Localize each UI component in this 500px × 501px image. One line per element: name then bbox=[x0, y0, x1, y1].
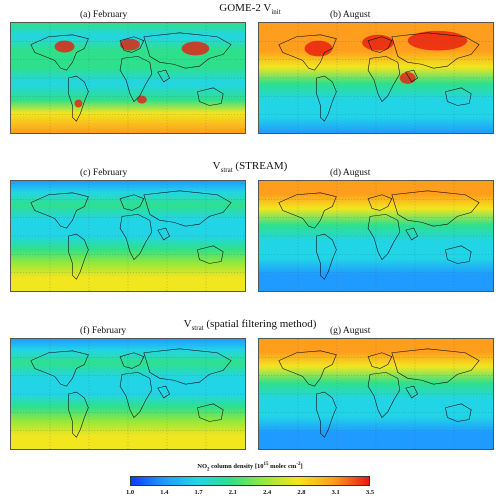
map-panel-a bbox=[10, 22, 246, 134]
coastline bbox=[119, 194, 145, 211]
coastline bbox=[316, 75, 337, 122]
coastline bbox=[445, 87, 472, 106]
colorbar-title: NO2 column density [1015 molec cm-2] bbox=[0, 462, 500, 472]
emission-hotspot bbox=[362, 34, 394, 51]
coastline bbox=[391, 190, 480, 227]
emission-hotspot bbox=[181, 41, 210, 56]
colorbar-title-sup: 15 bbox=[263, 462, 269, 467]
row1-title: GOME-2 Vinit bbox=[0, 2, 500, 19]
coastline bbox=[445, 245, 472, 264]
coastline bbox=[30, 192, 89, 229]
colorbar-title-sub: 2 bbox=[207, 467, 210, 473]
coastline bbox=[119, 352, 145, 369]
coastline bbox=[30, 34, 89, 71]
coastline bbox=[367, 56, 401, 103]
row2-title-main: V bbox=[212, 160, 221, 172]
coastline bbox=[367, 36, 393, 53]
colorbar-title-end: ] bbox=[300, 463, 303, 471]
coastline bbox=[119, 56, 153, 103]
coastline bbox=[405, 69, 419, 83]
colorbar-title-prefix: NO bbox=[197, 463, 208, 471]
coastline bbox=[405, 385, 419, 399]
colorbar bbox=[130, 476, 370, 486]
colorbar-tick: 2.8 bbox=[297, 489, 306, 496]
colorbar-tick: 2.1 bbox=[228, 489, 237, 496]
coastline bbox=[157, 385, 171, 399]
coastline bbox=[367, 194, 393, 211]
colorbar-tick: 1.4 bbox=[160, 489, 169, 496]
emission-hotspot bbox=[120, 38, 140, 51]
coastline bbox=[197, 245, 224, 264]
colorbar-title-mid: column density [10 bbox=[209, 463, 264, 471]
row2-title-suffix: (STREAM) bbox=[232, 160, 288, 172]
coastline bbox=[68, 75, 89, 122]
coastline bbox=[68, 391, 89, 438]
coastline bbox=[30, 350, 89, 387]
coastline bbox=[367, 372, 401, 419]
panel-g-label: (g) August bbox=[330, 326, 371, 336]
panel-c-label: (c) February bbox=[80, 168, 128, 178]
colorbar-title-sup2: -2 bbox=[296, 462, 301, 467]
map-panel-b bbox=[258, 22, 494, 134]
coastline bbox=[197, 87, 224, 106]
map-panel-f bbox=[10, 338, 246, 450]
coastline bbox=[157, 227, 171, 241]
map-panel-g bbox=[258, 338, 494, 450]
map-panel-d bbox=[258, 180, 494, 292]
coastline bbox=[119, 36, 145, 53]
row3-title-sub: strat bbox=[191, 324, 204, 333]
panel-b-label: (b) August bbox=[330, 10, 371, 20]
panel-a-label: (a) February bbox=[80, 10, 128, 20]
emission-hotspot bbox=[54, 40, 75, 53]
row1-title-sub: init bbox=[271, 8, 281, 17]
coastline bbox=[143, 32, 232, 69]
colorbar-tick: 3.1 bbox=[331, 489, 340, 496]
coastline bbox=[367, 214, 401, 261]
coastline bbox=[143, 348, 232, 385]
coastline bbox=[143, 190, 232, 227]
coastline bbox=[197, 403, 224, 422]
colorbar-tick: 1.7 bbox=[194, 489, 203, 496]
colorbar-title-unit: molec cm bbox=[268, 463, 297, 471]
coastline bbox=[119, 214, 153, 261]
row2-title-sub: strat bbox=[220, 166, 233, 175]
panel-g-map bbox=[259, 339, 493, 449]
row3-title-main: V bbox=[183, 318, 192, 330]
panel-a-map bbox=[11, 23, 245, 133]
coastline bbox=[316, 233, 337, 280]
coastline bbox=[278, 350, 337, 387]
panel-b-map bbox=[259, 23, 493, 133]
row3-title: Vstrat (spatial filtering method) bbox=[0, 318, 500, 335]
emission-hotspot bbox=[136, 95, 147, 104]
coastline bbox=[278, 34, 337, 71]
coastline bbox=[119, 372, 153, 419]
colorbar-ticks: 1.0 1.4 1.7 2.1 2.4 2.8 3.1 3.5 bbox=[126, 489, 374, 498]
coastline bbox=[278, 192, 337, 229]
emission-hotspot bbox=[304, 40, 333, 57]
panel-f-label: (f) February bbox=[80, 326, 127, 336]
panel-f-map bbox=[11, 339, 245, 449]
colorbar-tick: 2.4 bbox=[263, 489, 272, 496]
row3-title-suffix: (spatial filtering method) bbox=[203, 318, 317, 330]
coastline bbox=[157, 69, 171, 83]
emission-hotspot bbox=[74, 99, 83, 108]
coastline bbox=[68, 233, 89, 280]
coastline bbox=[391, 348, 480, 385]
coastline bbox=[405, 227, 419, 241]
coastline bbox=[445, 403, 472, 422]
panel-d-label: (d) August bbox=[330, 168, 371, 178]
colorbar-tick: 1.0 bbox=[125, 489, 135, 496]
coastline bbox=[316, 391, 337, 438]
panel-c-map bbox=[11, 181, 245, 291]
coastline bbox=[391, 32, 480, 69]
colorbar-tick: 3.5 bbox=[365, 489, 375, 496]
emission-hotspot bbox=[407, 30, 468, 51]
row2-title: Vstrat (STREAM) bbox=[0, 160, 500, 177]
panel-d-map bbox=[259, 181, 493, 291]
row1-title-main: GOME-2 V bbox=[219, 2, 272, 14]
map-panel-c bbox=[10, 180, 246, 292]
coastline bbox=[367, 352, 393, 369]
